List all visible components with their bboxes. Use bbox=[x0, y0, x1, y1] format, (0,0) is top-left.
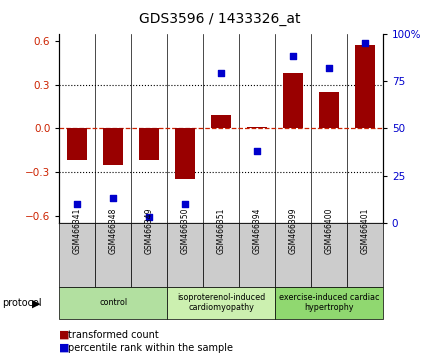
Bar bbox=[167, 223, 203, 287]
Point bbox=[361, 40, 368, 46]
Bar bbox=[67, 128, 87, 160]
Text: GSM466350: GSM466350 bbox=[181, 207, 190, 253]
Point bbox=[253, 148, 260, 154]
Text: GSM466348: GSM466348 bbox=[109, 207, 118, 253]
Text: ■: ■ bbox=[59, 343, 70, 353]
Text: GSM466400: GSM466400 bbox=[324, 207, 334, 253]
Bar bbox=[247, 127, 267, 128]
Point bbox=[326, 65, 333, 70]
Bar bbox=[59, 223, 95, 287]
Text: ▶: ▶ bbox=[32, 298, 40, 308]
Point bbox=[110, 195, 117, 201]
Bar bbox=[275, 287, 383, 319]
Point bbox=[146, 215, 153, 220]
Text: GDS3596 / 1433326_at: GDS3596 / 1433326_at bbox=[139, 12, 301, 27]
Bar bbox=[355, 45, 375, 128]
Bar bbox=[283, 73, 303, 128]
Point bbox=[74, 201, 81, 207]
Bar bbox=[203, 223, 239, 287]
Text: GSM466401: GSM466401 bbox=[360, 207, 369, 253]
Bar bbox=[347, 223, 383, 287]
Text: GSM466349: GSM466349 bbox=[145, 207, 154, 253]
Point bbox=[218, 70, 225, 76]
Bar bbox=[103, 128, 123, 165]
Bar bbox=[311, 223, 347, 287]
Bar bbox=[59, 287, 167, 319]
Bar bbox=[239, 223, 275, 287]
Text: GSM466351: GSM466351 bbox=[216, 207, 226, 253]
Bar bbox=[275, 223, 311, 287]
Text: percentile rank within the sample: percentile rank within the sample bbox=[68, 343, 233, 353]
Text: GSM466341: GSM466341 bbox=[73, 207, 82, 253]
Point bbox=[182, 201, 189, 207]
Bar bbox=[167, 287, 275, 319]
Bar bbox=[131, 223, 167, 287]
Bar bbox=[95, 223, 131, 287]
Text: GSM466394: GSM466394 bbox=[253, 207, 261, 253]
Text: ■: ■ bbox=[59, 330, 70, 339]
Text: isoproterenol-induced
cardiomyopathy: isoproterenol-induced cardiomyopathy bbox=[177, 293, 265, 312]
Bar bbox=[139, 128, 159, 160]
Text: exercise-induced cardiac
hypertrophy: exercise-induced cardiac hypertrophy bbox=[279, 293, 379, 312]
Bar bbox=[175, 128, 195, 179]
Text: control: control bbox=[99, 298, 127, 307]
Point bbox=[290, 53, 297, 59]
Text: protocol: protocol bbox=[2, 298, 42, 308]
Bar bbox=[319, 92, 339, 128]
Text: GSM466399: GSM466399 bbox=[289, 207, 297, 253]
Bar bbox=[211, 115, 231, 128]
Text: transformed count: transformed count bbox=[68, 330, 159, 339]
